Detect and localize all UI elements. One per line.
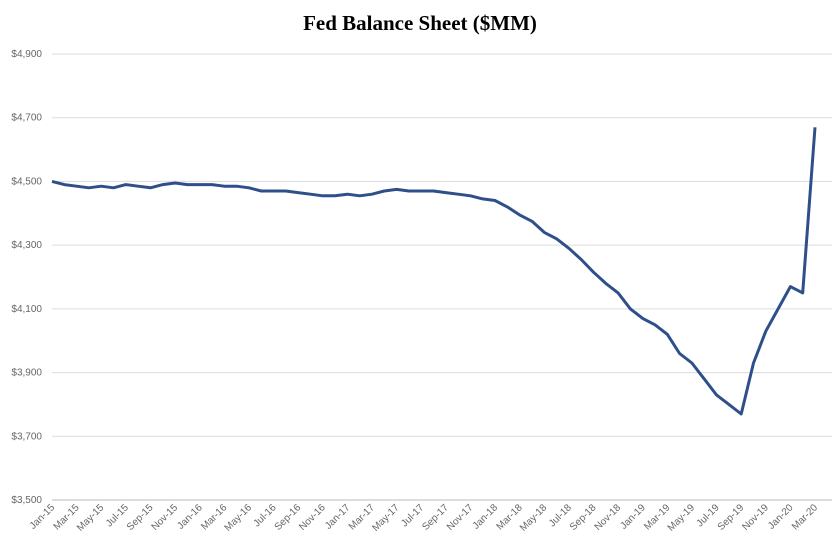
y-tick-label: $3,900: [11, 368, 42, 379]
y-tick-label: $4,300: [11, 240, 42, 251]
x-tick-label: Nov-19: [740, 502, 771, 533]
x-tick-label: Sep-17: [420, 502, 451, 533]
y-tick-label: $4,900: [11, 49, 42, 60]
y-tick-label: $4,700: [11, 113, 42, 124]
x-tick-label: Nov-16: [297, 502, 328, 533]
x-tick-label: May-18: [518, 502, 550, 534]
y-tick-label: $3,500: [11, 495, 42, 506]
x-tick-label: May-19: [666, 502, 698, 534]
x-tick-label: Mar-20: [790, 502, 820, 532]
x-tick-label: Sep-16: [273, 502, 304, 533]
y-tick-label: $4,500: [11, 176, 42, 187]
x-tick-label: Sep-18: [568, 502, 599, 533]
x-tick-label: Sep-15: [125, 502, 156, 533]
x-tick-label: May-17: [370, 502, 402, 534]
chart-title: Fed Balance Sheet ($MM): [303, 11, 537, 35]
x-tick-label: Nov-17: [445, 502, 476, 533]
x-tick-label: Nov-18: [593, 502, 624, 533]
x-tick-label: May-15: [75, 502, 107, 534]
x-tick-label: Nov-15: [150, 502, 181, 533]
y-tick-label: $4,100: [11, 304, 42, 315]
y-tick-label: $3,700: [11, 431, 42, 442]
data-line: [51, 127, 817, 416]
x-tick-label: Sep-19: [716, 502, 747, 533]
x-tick-label: May-16: [223, 502, 255, 534]
